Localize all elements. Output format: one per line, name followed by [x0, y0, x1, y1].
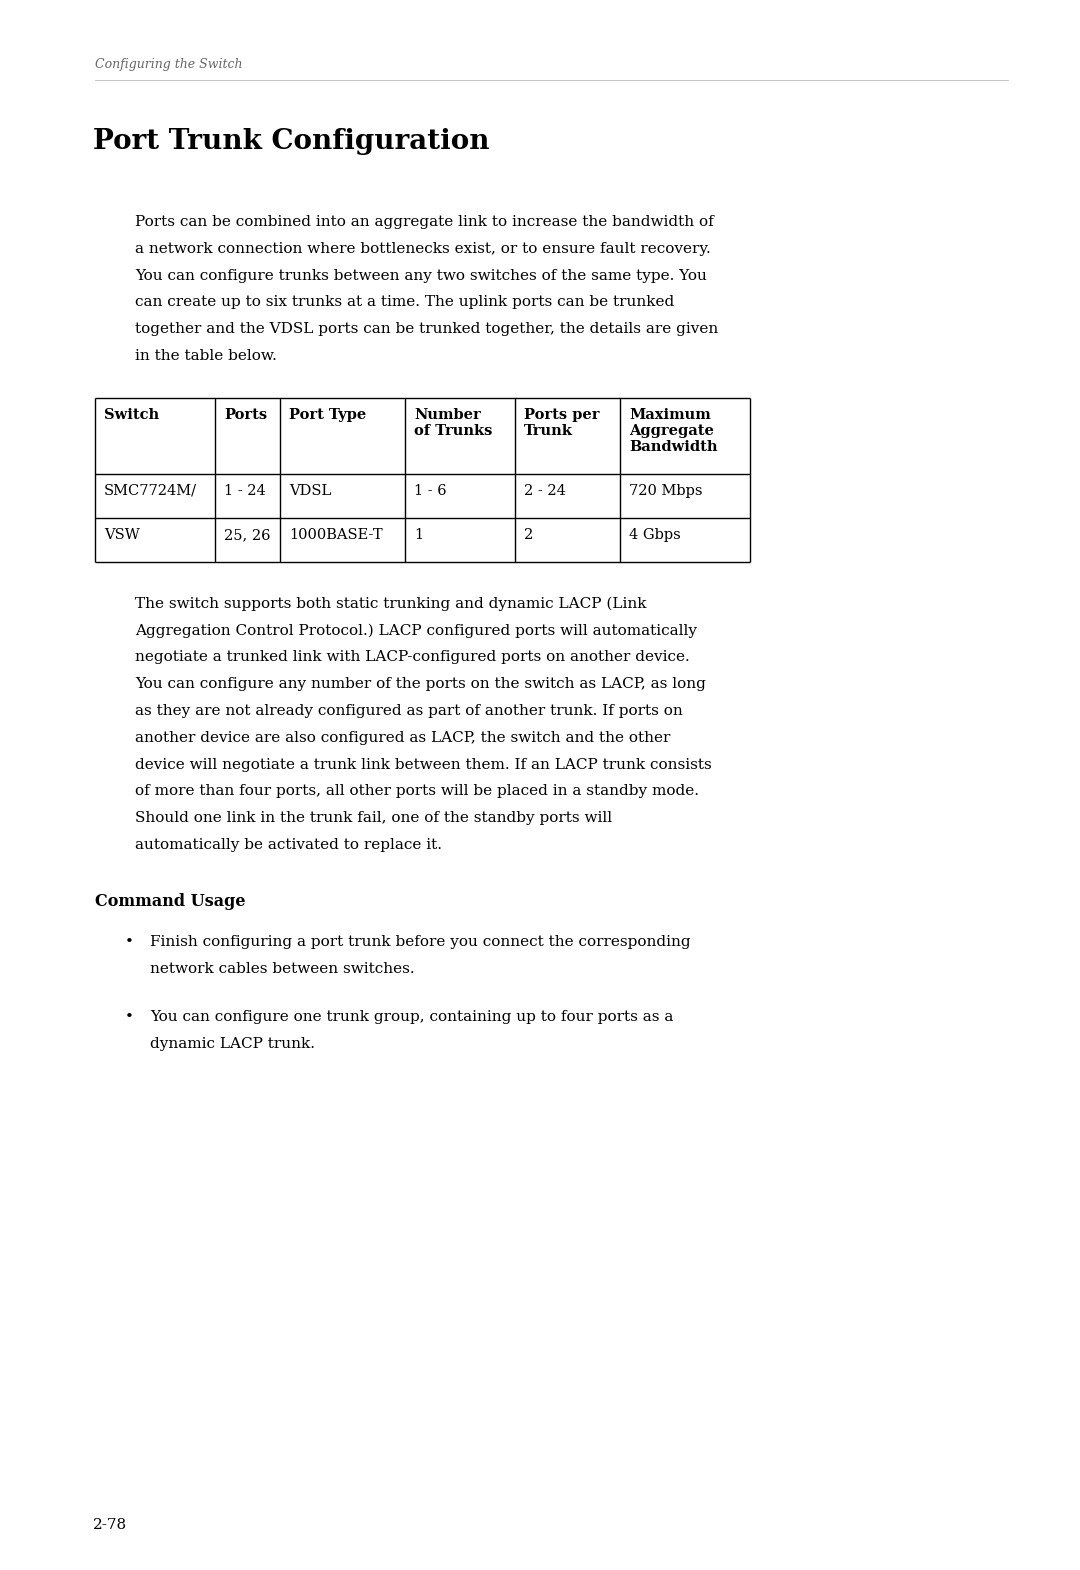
- Text: 4 Gbps: 4 Gbps: [629, 528, 680, 542]
- Text: Ports per
Trunk: Ports per Trunk: [524, 408, 599, 438]
- Text: 1: 1: [414, 528, 423, 542]
- Text: Configuring the Switch: Configuring the Switch: [95, 58, 243, 71]
- Text: device will negotiate a trunk link between them. If an LACP trunk consists: device will negotiate a trunk link betwe…: [135, 758, 712, 771]
- Text: You can configure one trunk group, containing up to four ports as a: You can configure one trunk group, conta…: [150, 1011, 673, 1024]
- Text: You can configure trunks between any two switches of the same type. You: You can configure trunks between any two…: [135, 268, 707, 283]
- Text: •: •: [125, 934, 134, 948]
- Text: 2 - 24: 2 - 24: [524, 484, 566, 498]
- Text: Ports: Ports: [224, 408, 267, 422]
- Text: 720 Mbps: 720 Mbps: [629, 484, 702, 498]
- Text: Ports can be combined into an aggregate link to increase the bandwidth of: Ports can be combined into an aggregate …: [135, 215, 714, 229]
- Text: automatically be activated to replace it.: automatically be activated to replace it…: [135, 838, 442, 853]
- Text: together and the VDSL ports can be trunked together, the details are given: together and the VDSL ports can be trunk…: [135, 322, 718, 336]
- Text: Maximum
Aggregate
Bandwidth: Maximum Aggregate Bandwidth: [629, 408, 717, 454]
- Text: Switch: Switch: [104, 408, 159, 422]
- Text: •: •: [125, 1011, 134, 1024]
- Text: in the table below.: in the table below.: [135, 349, 276, 363]
- Text: negotiate a trunked link with LACP-configured ports on another device.: negotiate a trunked link with LACP-confi…: [135, 650, 690, 664]
- Text: Port Type: Port Type: [289, 408, 366, 422]
- Text: VDSL: VDSL: [289, 484, 332, 498]
- Text: You can configure any number of the ports on the switch as LACP, as long: You can configure any number of the port…: [135, 677, 706, 691]
- Text: The switch supports both static trunking and dynamic LACP (Link: The switch supports both static trunking…: [135, 597, 647, 611]
- Text: network cables between switches.: network cables between switches.: [150, 961, 415, 975]
- Text: Number
of Trunks: Number of Trunks: [414, 408, 492, 438]
- Text: can create up to six trunks at a time. The uplink ports can be trunked: can create up to six trunks at a time. T…: [135, 295, 674, 309]
- Text: Finish configuring a port trunk before you connect the corresponding: Finish configuring a port trunk before y…: [150, 934, 690, 948]
- Text: 25, 26: 25, 26: [224, 528, 270, 542]
- Text: 2: 2: [524, 528, 534, 542]
- Text: SMC7724M/: SMC7724M/: [104, 484, 197, 498]
- Text: 1 - 24: 1 - 24: [224, 484, 266, 498]
- Text: Port Trunk Configuration: Port Trunk Configuration: [93, 129, 489, 155]
- Text: 1 - 6: 1 - 6: [414, 484, 447, 498]
- Text: 2-78: 2-78: [93, 1518, 127, 1532]
- Text: as they are not already configured as part of another trunk. If ports on: as they are not already configured as pa…: [135, 703, 683, 717]
- Text: 1000BASE-T: 1000BASE-T: [289, 528, 382, 542]
- Text: dynamic LACP trunk.: dynamic LACP trunk.: [150, 1038, 315, 1052]
- Text: Aggregation Control Protocol.) LACP configured ports will automatically: Aggregation Control Protocol.) LACP conf…: [135, 623, 697, 637]
- Text: VSW: VSW: [104, 528, 139, 542]
- Text: Should one link in the trunk fail, one of the standby ports will: Should one link in the trunk fail, one o…: [135, 812, 612, 826]
- Text: another device are also configured as LACP, the switch and the other: another device are also configured as LA…: [135, 730, 671, 744]
- Text: a network connection where bottlenecks exist, or to ensure fault recovery.: a network connection where bottlenecks e…: [135, 242, 711, 256]
- Text: Command Usage: Command Usage: [95, 893, 245, 909]
- Text: of more than four ports, all other ports will be placed in a standby mode.: of more than four ports, all other ports…: [135, 785, 699, 799]
